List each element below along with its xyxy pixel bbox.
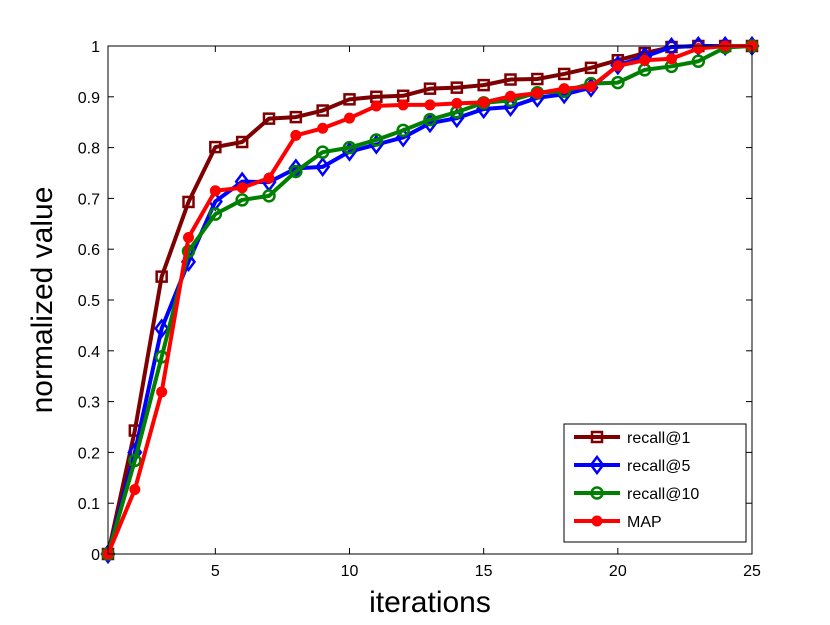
x-tick-label: 20: [609, 563, 627, 580]
legend: recall@1 recall@5 recall@10 MAP: [563, 423, 747, 543]
axis-layer: 5 10 15 20 25 0 0.1 0.2 0.3 0.4 0.5 0.6 0.7 0.8 0.9 1: [78, 39, 761, 580]
y-tick-label: 0.6: [78, 242, 100, 259]
legend-entry-recall-10: recall@10: [574, 486, 699, 503]
data-point-recall-5: [315, 156, 331, 177]
data-point-recall-10: [235, 193, 249, 207]
legend-marker-recall-10: [590, 486, 604, 500]
data-point-map: [531, 87, 543, 99]
data-point-map: [451, 97, 463, 109]
data-point-map: [558, 83, 570, 95]
series-line-recall-10: [106, 44, 753, 555]
x-tick-label: 5: [211, 563, 220, 580]
data-point-map: [236, 182, 248, 194]
data-point-recall-10: [396, 123, 410, 138]
legend-entry-recall-5: recall@5: [574, 454, 690, 476]
series-layer: [100, 35, 760, 565]
data-point-recall-5: [154, 318, 170, 339]
data-point-map: [639, 54, 651, 66]
data-point-recall-10: [315, 145, 330, 159]
y-tick-label: 0.9: [78, 90, 100, 107]
y-tick-label: 0.2: [78, 445, 100, 462]
data-point-recall-1: [155, 270, 168, 283]
data-point-recall-10: [128, 453, 142, 468]
y-tick-label: 0.1: [78, 496, 100, 513]
data-point-recall-10: [369, 133, 384, 147]
data-point-map: [397, 99, 409, 111]
data-point-recall-1: [235, 135, 249, 149]
data-point-map: [370, 100, 382, 112]
data-point-recall-10: [289, 164, 303, 179]
data-point-recall-10: [691, 54, 706, 68]
data-point-map: [290, 129, 302, 141]
data-point-recall-1: [262, 112, 276, 125]
legend-marker-recall-1: [590, 430, 604, 444]
data-point-map: [692, 43, 704, 55]
x-tick-label: 15: [475, 563, 493, 580]
data-point-recall-1: [450, 81, 464, 94]
legend-label-recall-5: recall@5: [627, 458, 690, 475]
y-tick-label: 0.3: [78, 395, 100, 412]
legend-label-recall-1: recall@1: [627, 430, 690, 447]
legend-label-map: MAP: [627, 514, 662, 531]
data-point-map: [505, 90, 516, 102]
y-tick-label: 0.4: [78, 344, 100, 361]
y-tick-label: 0.8: [78, 141, 100, 158]
data-point-recall-1: [343, 93, 356, 106]
x-axis-label: iterations: [369, 586, 491, 619]
data-point-recall-1: [209, 140, 222, 154]
data-point-map: [129, 483, 141, 495]
data-point-recall-10: [611, 75, 625, 90]
legend-entry-recall-1: recall@1: [574, 430, 690, 447]
data-point-map: [424, 99, 436, 111]
y-tick-label: 0.5: [78, 293, 100, 310]
data-point-map: [666, 53, 677, 65]
data-point-map: [156, 386, 168, 398]
legend-marker-map: [591, 515, 603, 527]
legend-entry-map: MAP: [574, 514, 662, 531]
legend-marker-recall-5: [589, 454, 605, 476]
x-tick-label: 10: [341, 563, 359, 580]
data-point-map: [344, 112, 355, 124]
data-point-map: [478, 96, 490, 108]
data-point-recall-1: [289, 110, 303, 124]
data-point-recall-10: [423, 112, 437, 127]
data-point-map: [585, 81, 597, 93]
data-point-map: [612, 60, 624, 72]
data-point-map: [317, 122, 329, 134]
data-point-recall-1: [584, 61, 598, 75]
y-axis-label: normalized value: [26, 187, 59, 414]
data-point-map: [263, 172, 275, 184]
data-point-recall-1: [531, 72, 544, 86]
data-point-map: [183, 232, 194, 244]
data-point-map: [209, 185, 221, 197]
data-point-recall-1: [316, 104, 329, 117]
data-point-recall-1: [557, 67, 571, 81]
data-point-recall-10: [208, 207, 223, 221]
data-point-recall-10: [342, 140, 357, 155]
data-point-recall-10: [262, 189, 276, 203]
x-tick-label: 25: [743, 563, 761, 580]
series-line-recall-1: [106, 44, 752, 555]
data-point-recall-1: [423, 82, 437, 95]
data-point-recall-1: [182, 195, 195, 209]
data-point-recall-1: [504, 73, 517, 86]
y-tick-label: 1: [91, 39, 100, 56]
data-point-recall-1: [477, 78, 490, 92]
series-map: [102, 40, 758, 560]
y-tick-label: 0: [91, 547, 100, 564]
y-tick-label: 0.7: [78, 191, 100, 208]
legend-label-recall-10: recall@10: [627, 486, 699, 503]
